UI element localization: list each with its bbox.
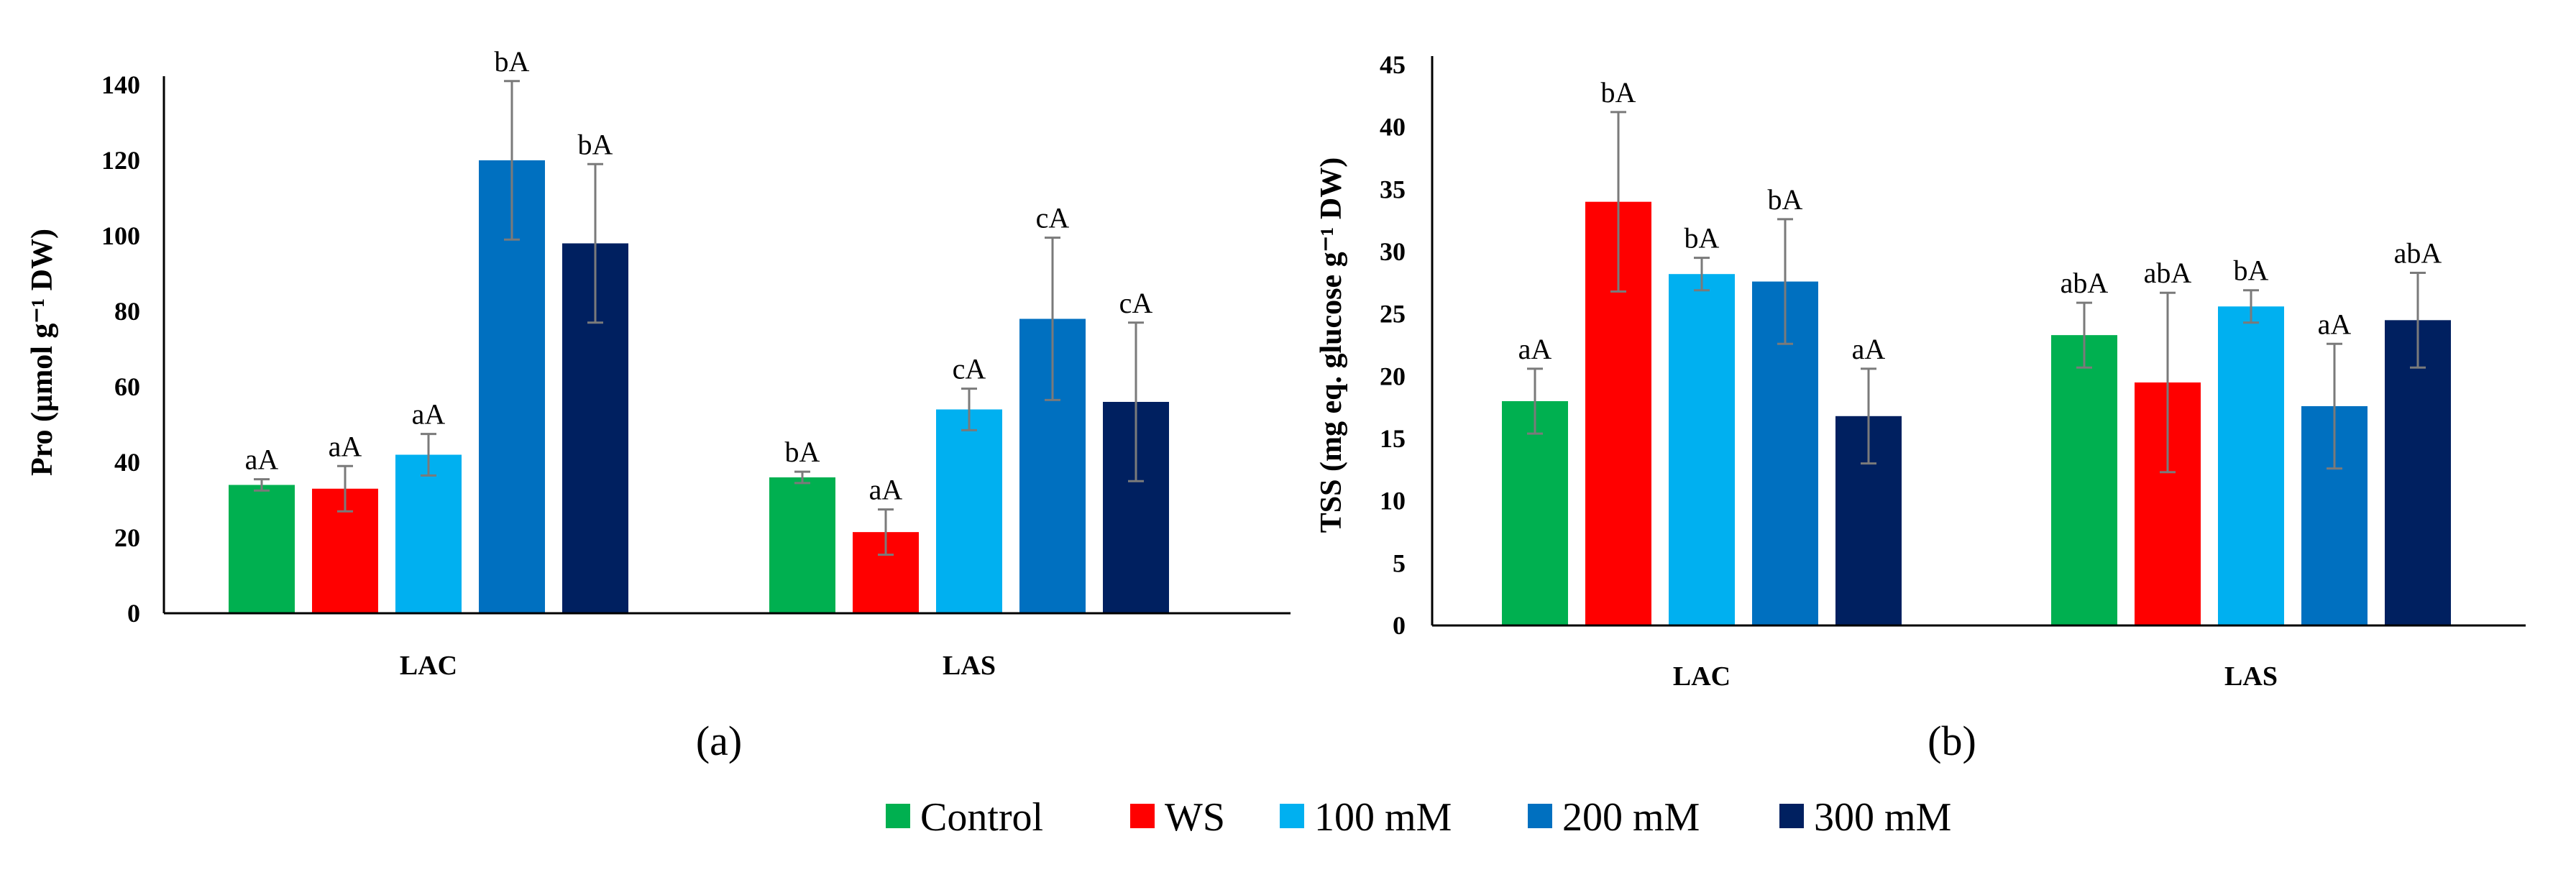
significance-label: bA [1685, 222, 1720, 255]
significance-label: aA [869, 474, 903, 506]
y-tick-label: 35 [1380, 175, 1406, 203]
significance-label: abA [2144, 257, 2192, 289]
significance-label: aA [329, 430, 362, 462]
bar-control-lac [229, 485, 295, 613]
significance-label: abA [2394, 237, 2442, 269]
bar-100-mm-lac [395, 454, 462, 613]
x-category-label: LAC [400, 651, 457, 681]
legend-swatch-ws [1130, 804, 1155, 828]
legend-swatch-300-mm [1779, 804, 1804, 828]
y-tick-label: 5 [1393, 549, 1406, 577]
significance-label: aA [2318, 308, 2352, 340]
y-tick-label: 20 [1380, 362, 1406, 390]
y-tick-label: 40 [114, 448, 140, 477]
significance-label: aA [245, 444, 279, 476]
y-tick-label: 140 [101, 70, 140, 99]
y-tick-label: 45 [1380, 50, 1406, 79]
legend-swatch-200-mm [1528, 804, 1552, 828]
y-tick-label: 0 [1393, 611, 1406, 640]
significance-label: aA [1852, 333, 1886, 365]
y-tick-label: 25 [1380, 300, 1406, 329]
significance-label: cA [1119, 287, 1153, 319]
significance-label: cA [1036, 202, 1070, 234]
y-tick-label: 15 [1380, 424, 1406, 453]
legend-label: Control [920, 795, 1043, 840]
legend-swatch-100-mm [1280, 804, 1304, 828]
significance-label: cA [953, 353, 986, 385]
x-category-label: LAS [2224, 661, 2278, 692]
bar-100-mm-las [2218, 306, 2284, 625]
y-tick-label: 0 [127, 599, 140, 628]
significance-label: aA [412, 398, 446, 431]
significance-label: bA [2234, 255, 2269, 287]
significance-label: bA [578, 128, 613, 160]
legend-label: 100 mM [1314, 795, 1452, 840]
bar-control-las [2051, 335, 2117, 625]
significance-label: bA [1768, 183, 1803, 216]
y-tick-label: 60 [114, 372, 140, 401]
y-tick-label: 80 [114, 297, 140, 326]
panel-label: (a) [696, 717, 742, 764]
y-axis-title: TSS (mg eq. glucose g⁻¹ DW) [1315, 157, 1348, 533]
significance-label: bA [785, 436, 820, 468]
x-category-label: LAC [1673, 661, 1731, 692]
bar-300-mm-las [2385, 320, 2451, 625]
chart-panel-b: 0 5 10 15 20 25 30 35 40 45 aA abA bA abA bA bA bA aA aA ab… [1315, 50, 2526, 764]
y-tick-label: 100 [101, 221, 140, 250]
significance-label: abA [2061, 267, 2109, 299]
y-tick-label: 40 [1380, 113, 1406, 142]
y-axis-title: Pro (µmol g⁻¹ DW) [26, 229, 59, 476]
legend-swatch-control [886, 804, 910, 828]
bar-100-mm-las [936, 409, 1002, 613]
y-tick-label: 30 [1380, 237, 1406, 266]
significance-label: aA [1518, 333, 1552, 365]
y-tick-label: 120 [101, 146, 140, 175]
significance-label: bA [1601, 76, 1636, 109]
bar-control-lac [1502, 401, 1568, 625]
legend-label: 200 mM [1562, 795, 1700, 840]
y-tick-label: 20 [114, 523, 140, 552]
legend-label: 300 mM [1814, 795, 1951, 840]
significance-label: bA [495, 45, 530, 78]
x-category-label: LAS [943, 651, 996, 681]
panel-label: (b) [1928, 717, 1976, 764]
legend: Control WS 100 mM 200 mM 300 mM [886, 795, 1951, 840]
chart-panel-a: 0 20 40 60 80 100 120 140 aA bA aA aA aA cA bA cA bA cA LA… [26, 45, 1291, 764]
bar-100-mm-lac [1669, 274, 1735, 625]
bar-control-las [769, 477, 835, 613]
legend-label: WS [1165, 795, 1225, 840]
y-tick-label: 10 [1380, 487, 1406, 515]
